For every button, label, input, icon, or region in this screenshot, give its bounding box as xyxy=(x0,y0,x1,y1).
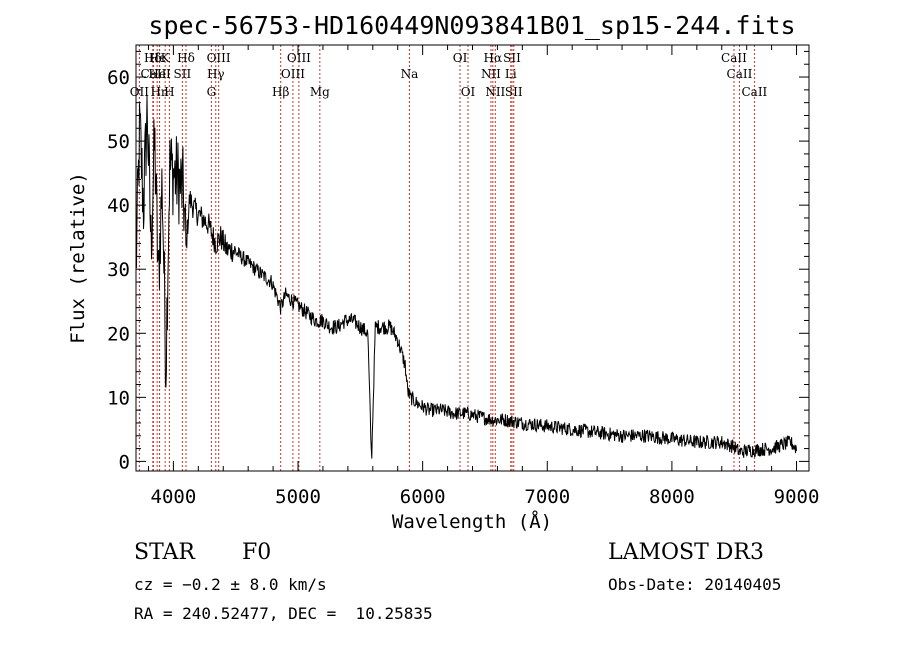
x-tick-label: 6000 xyxy=(400,486,446,508)
line-label: CaII xyxy=(141,67,167,81)
plot-frame xyxy=(135,44,810,472)
line-label: OIII xyxy=(207,51,231,65)
redshift-cz: cz = −0.2 ± 8.0 km/s xyxy=(134,575,327,594)
line-label: Hβ xyxy=(272,85,289,99)
line-label: OII xyxy=(130,85,150,99)
line-label: K xyxy=(161,51,171,65)
x-tick-label: 9000 xyxy=(774,486,820,508)
line-label: Hδ xyxy=(144,51,162,65)
line-label: CaII xyxy=(721,51,747,65)
y-tick-label: 30 xyxy=(107,259,130,281)
line-label: Li xyxy=(505,67,517,81)
x-tick-label: 4000 xyxy=(151,486,197,508)
line-label: Mg xyxy=(310,85,330,99)
line-label: OIII xyxy=(281,67,305,81)
line-label: Hn xyxy=(150,85,168,99)
y-tick-label: 20 xyxy=(107,323,130,345)
x-tick-label: 8000 xyxy=(649,486,695,508)
object-subclass: F0 xyxy=(242,540,272,565)
line-label: Hδ xyxy=(177,51,195,65)
object-class: STAR xyxy=(134,540,195,565)
x-tick-label: 7000 xyxy=(524,486,570,508)
line-label: Hε xyxy=(149,51,166,65)
line-label: SII xyxy=(174,67,192,81)
line-label: HeI xyxy=(148,67,171,81)
line-label: CaII xyxy=(727,67,753,81)
y-axis: 0 10 20 30 40 50 60 xyxy=(107,50,809,473)
line-label: Na xyxy=(401,67,419,81)
line-label: G xyxy=(207,85,217,99)
y-tick-label: 60 xyxy=(107,67,130,89)
line-label: SII xyxy=(505,85,523,99)
line-label: OIII xyxy=(287,51,311,65)
line-label: Hγ xyxy=(207,67,225,81)
line-label: NII xyxy=(481,67,501,81)
x-tick-label: 5000 xyxy=(275,486,321,508)
survey-name: LAMOST DR3 xyxy=(608,540,764,565)
line-label: OI xyxy=(461,85,476,99)
line-label: CaII xyxy=(741,85,767,99)
line-label: NII xyxy=(485,85,505,99)
observation-date: Obs-Date: 20140405 xyxy=(608,575,782,594)
line-label: SII xyxy=(503,51,521,65)
y-tick-label: 40 xyxy=(107,195,130,217)
y-axis-label: Flux (relative) xyxy=(67,172,89,344)
line-label: Hα xyxy=(484,51,503,65)
x-axis: 4000 5000 6000 7000 8000 9000 xyxy=(147,45,820,508)
y-tick-label: 50 xyxy=(107,131,130,153)
line-label: H xyxy=(164,85,174,99)
chart-title: spec-56753-HD160449N093841B01_sp15-244.f… xyxy=(148,11,795,40)
ra-dec: RA = 240.52477, DEC = 10.25835 xyxy=(134,604,433,623)
y-tick-label: 0 xyxy=(119,451,130,473)
line-label: OI xyxy=(453,51,468,65)
y-tick-label: 10 xyxy=(107,387,130,409)
spectral-line-labels: Hδ CaII OII HεK HeI HnH Hδ SII OIII Hγ G Hβ OIII OIII… xyxy=(130,51,768,99)
x-axis-label: Wavelength (Å) xyxy=(392,510,552,533)
spectrum-line xyxy=(135,94,797,459)
